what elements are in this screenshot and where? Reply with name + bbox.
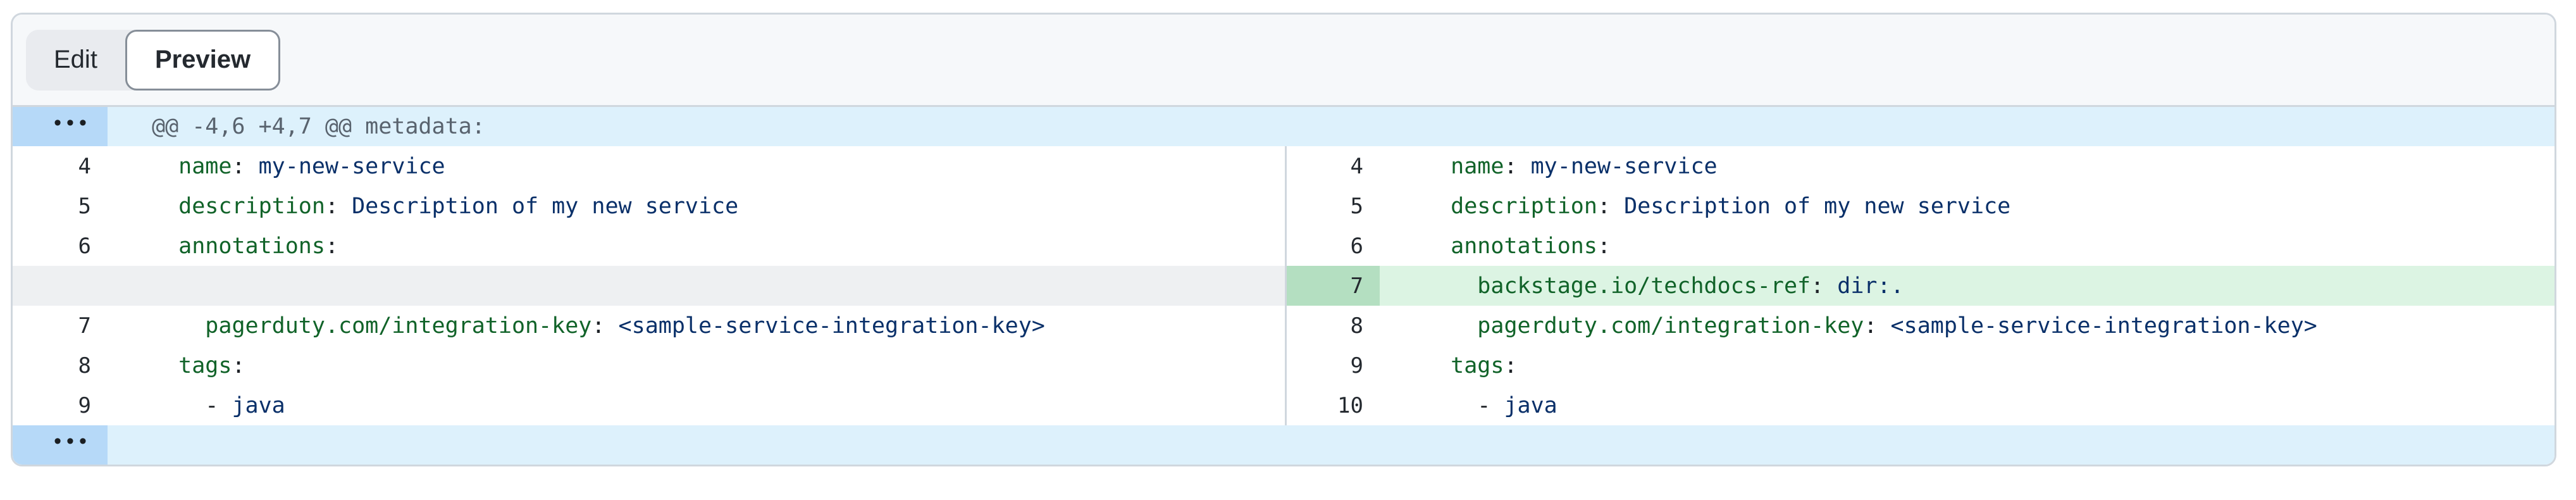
yaml-punct: -	[1424, 392, 1504, 418]
yaml-punct	[1424, 194, 1451, 219]
kebab-horizontal-icon: •••	[54, 429, 92, 453]
line-number-left: 8	[78, 353, 91, 378]
yaml-key: name	[1451, 153, 1504, 179]
yaml-key: tags	[178, 353, 232, 378]
yaml-punct	[152, 313, 205, 339]
yaml-punct	[152, 194, 178, 219]
yaml-punct	[1424, 353, 1451, 378]
yaml-punct: -	[152, 392, 232, 418]
yaml-value: java	[1504, 392, 1557, 418]
yaml-key: annotations	[1451, 233, 1597, 259]
yaml-punct: :	[325, 193, 352, 219]
yaml-value: java	[232, 392, 285, 418]
yaml-punct: :	[1504, 153, 1531, 179]
expand-hunk-button-bottom[interactable]: •••	[13, 425, 108, 465]
line-number-left: 4	[78, 153, 91, 179]
yaml-punct: :	[1597, 233, 1611, 259]
code-line-right: description: Description of my new servi…	[1380, 186, 2554, 226]
line-number-left	[13, 266, 108, 306]
line-number-left: 6	[78, 233, 91, 259]
yaml-key: tags	[1451, 353, 1504, 378]
yaml-punct: :	[1864, 313, 1891, 339]
edit-preview-segmented-control: Edit Preview	[26, 29, 281, 91]
yaml-punct	[152, 234, 178, 259]
code-line-left: - java	[108, 385, 1285, 425]
line-number-right: 10	[1285, 385, 1380, 425]
tab-preview[interactable]: Preview	[125, 29, 281, 91]
yaml-punct	[1424, 273, 1477, 299]
yaml-key: pagerduty.com/integration-key	[205, 313, 592, 339]
code-line-left: description: Description of my new servi…	[108, 186, 1285, 226]
yaml-value: Description of my new service	[352, 193, 739, 219]
file-diff-card: Edit Preview ••• @@ -4,6 +4,7 @@ metadat…	[11, 13, 2556, 466]
yaml-value: <sample-service-integration-key>	[618, 313, 1045, 339]
toolbar: Edit Preview	[13, 15, 2554, 107]
yaml-key: pagerduty.com/integration-key	[1477, 313, 1864, 339]
code-line-left: annotations:	[108, 226, 1285, 266]
code-line-left: tags:	[108, 346, 1285, 385]
yaml-punct: :	[325, 233, 339, 259]
code-line-left: name: my-new-service	[108, 146, 1285, 186]
yaml-key: description	[178, 193, 325, 219]
yaml-punct: :	[232, 153, 259, 179]
expand-hunk-button-top[interactable]: •••	[13, 107, 108, 146]
split-diff: ••• @@ -4,6 +4,7 @@ metadata: 4 name: my…	[13, 107, 2554, 465]
yaml-value: <sample-service-integration-key>	[1890, 313, 2317, 339]
yaml-punct	[1424, 313, 1477, 339]
hunk-footer	[108, 425, 2554, 465]
code-line-right: pagerduty.com/integration-key: <sample-s…	[1380, 306, 2554, 346]
yaml-punct: :	[232, 353, 245, 378]
yaml-value: my-new-service	[258, 153, 445, 179]
line-number-right: 9	[1285, 346, 1380, 385]
yaml-value: Description of my new service	[1624, 193, 2011, 219]
yaml-value: dir:.	[1837, 273, 1904, 299]
yaml-key: description	[1451, 193, 1597, 219]
yaml-key: annotations	[178, 233, 325, 259]
yaml-punct: :	[591, 313, 619, 339]
kebab-horizontal-icon: •••	[54, 111, 92, 135]
hunk-header: @@ -4,6 +4,7 @@ metadata:	[108, 107, 2554, 146]
yaml-punct	[152, 154, 178, 179]
yaml-punct	[1424, 154, 1451, 179]
yaml-value: my-new-service	[1530, 153, 1718, 179]
code-line-right: name: my-new-service	[1380, 146, 2554, 186]
line-number-left: 7	[78, 313, 91, 339]
code-line-added: backstage.io/techdocs-ref: dir:.	[1380, 266, 2554, 306]
yaml-punct	[1424, 234, 1451, 259]
line-number-left: 5	[78, 193, 91, 219]
code-line-right: annotations:	[1380, 226, 2554, 266]
yaml-key: name	[178, 153, 232, 179]
yaml-key: backstage.io/techdocs-ref	[1477, 273, 1811, 299]
yaml-punct	[152, 353, 178, 378]
line-number-right: 6	[1285, 226, 1380, 266]
yaml-punct: :	[1504, 353, 1518, 378]
tab-edit[interactable]: Edit	[26, 30, 125, 91]
line-number-right: 4	[1285, 146, 1380, 186]
code-line-right: - java	[1380, 385, 2554, 425]
line-number-right: 5	[1285, 186, 1380, 226]
yaml-punct: :	[1811, 273, 1838, 299]
line-number-right: 8	[1285, 306, 1380, 346]
code-line-right: tags:	[1380, 346, 2554, 385]
line-number-right: 7	[1285, 266, 1380, 306]
empty-line-left	[108, 266, 1285, 306]
yaml-punct: :	[1597, 193, 1625, 219]
code-line-left: pagerduty.com/integration-key: <sample-s…	[108, 306, 1285, 346]
line-number-left: 9	[78, 392, 91, 418]
